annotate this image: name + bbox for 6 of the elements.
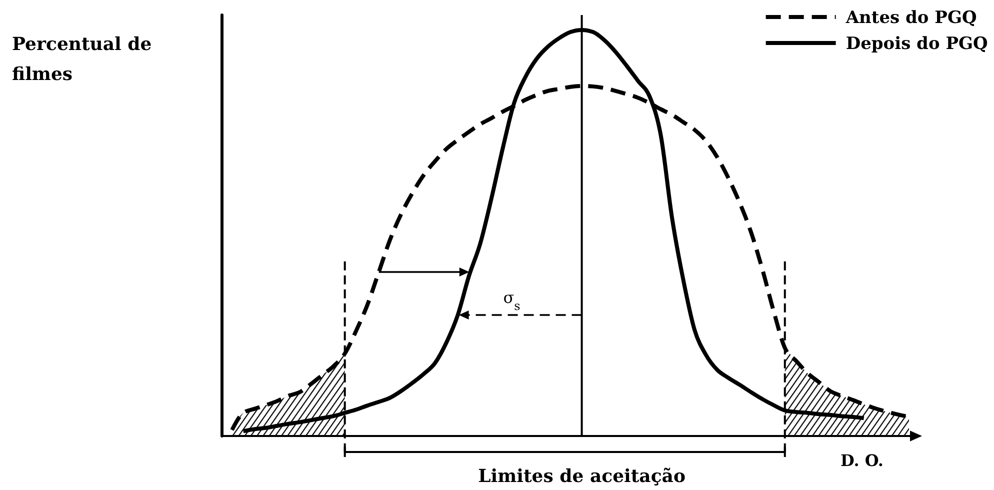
legend-label: Depois do PGQ — [846, 34, 988, 54]
text: Limites de aceitação — [478, 466, 686, 487]
x-axis-title: D. O. — [840, 451, 884, 470]
legend-label: Antes do PGQ — [844, 8, 977, 28]
y-axis-title: Percentual de filmes — [12, 34, 152, 85]
annotation: σ$_{s}$ — [503, 288, 520, 314]
